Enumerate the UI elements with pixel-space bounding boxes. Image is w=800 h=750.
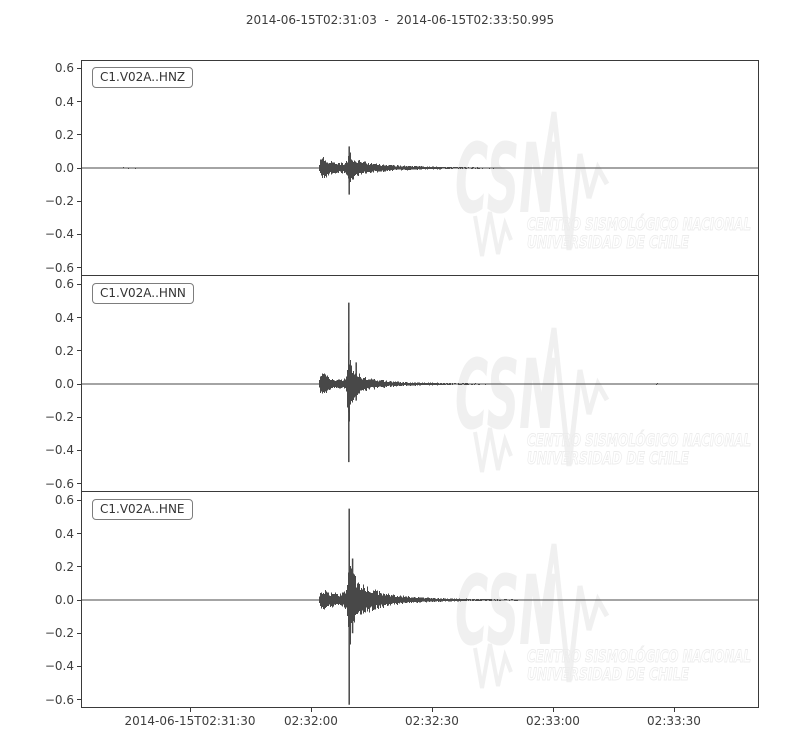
y-tick-mark — [77, 600, 81, 601]
y-tick-mark — [77, 350, 81, 351]
y-tick-label: −0.2 — [44, 194, 74, 208]
y-tick-label: −0.2 — [44, 626, 74, 640]
y-tick-label: 0.0 — [54, 377, 74, 391]
panel-frame — [81, 492, 759, 708]
y-tick-mark — [77, 168, 81, 169]
x-tick-mark — [190, 708, 191, 712]
figure-title: 2014-06-15T02:31:03 - 2014-06-15T02:33:5… — [245, 13, 555, 27]
y-tick-label: 0.2 — [54, 560, 74, 574]
x-tick-mark — [432, 708, 433, 712]
y-tick-mark — [77, 566, 81, 567]
channel-label-box: C1.V02A..HNN — [92, 283, 194, 304]
watermark-line2: UNIVERSIDAD DE CHILE — [527, 665, 689, 685]
y-tick-mark — [77, 201, 81, 202]
watermark-line1: CENTRO SISMOLÓGICO NACIONAL — [527, 213, 751, 235]
y-tick-label: −0.4 — [44, 659, 74, 673]
y-tick-mark — [77, 533, 81, 534]
panel-frame — [81, 60, 759, 276]
x-tick-mark — [674, 708, 675, 712]
y-tick-mark — [77, 284, 81, 285]
y-tick-label: 0.6 — [54, 61, 74, 75]
y-tick-mark — [77, 699, 81, 700]
x-tick-mark — [553, 708, 554, 712]
y-tick-mark — [77, 500, 81, 501]
y-tick-label: 0.6 — [54, 493, 74, 507]
y-tick-mark — [77, 267, 81, 268]
y-tick-label: −0.2 — [44, 410, 74, 424]
waveform-spikes — [348, 508, 354, 705]
waveform-spikes — [348, 302, 357, 463]
channel-label: C1.V02A..HNE — [100, 502, 185, 516]
x-tick-label: 02:32:30 — [405, 714, 459, 728]
y-tick-mark — [77, 633, 81, 634]
y-tick-label: 0.4 — [54, 527, 74, 541]
y-tick-mark — [77, 134, 81, 135]
y-tick-mark — [77, 450, 81, 451]
watermark-small-zigzag-icon — [473, 211, 513, 257]
channel-label: C1.V02A..HNZ — [100, 70, 186, 84]
y-tick-label: 0.4 — [54, 311, 74, 325]
watermark-logo-text: CSN — [455, 555, 557, 667]
y-tick-label: 0.0 — [54, 161, 74, 175]
y-tick-mark — [77, 417, 81, 418]
watermark-line1: CENTRO SISMOLÓGICO NACIONAL — [527, 429, 751, 451]
waveform-trace — [81, 152, 759, 184]
y-tick-label: −0.6 — [44, 261, 74, 275]
y-tick-label: −0.6 — [44, 693, 74, 707]
channel-label-box: C1.V02A..HNE — [92, 499, 193, 520]
y-tick-mark — [77, 234, 81, 235]
waveform-trace — [81, 550, 759, 645]
x-tick-label: 2014-06-15T02:31:30 — [124, 714, 256, 728]
y-tick-label: 0.4 — [54, 95, 74, 109]
y-tick-label: −0.4 — [44, 443, 74, 457]
panel-frame — [81, 276, 759, 492]
x-tick-label: 02:32:00 — [284, 714, 338, 728]
watermark-line1: CENTRO SISMOLÓGICO NACIONAL — [527, 645, 751, 667]
y-tick-mark — [77, 68, 81, 69]
y-tick-mark — [77, 483, 81, 484]
y-tick-mark — [77, 101, 81, 102]
y-tick-label: 0.2 — [54, 344, 74, 358]
watermark-small-zigzag-icon — [473, 643, 513, 689]
y-tick-mark — [77, 384, 81, 385]
channel-label-box: C1.V02A..HNZ — [92, 67, 194, 88]
watermark-logo-text: CSN — [455, 123, 557, 235]
y-tick-label: −0.6 — [44, 477, 74, 491]
x-tick-label: 02:33:00 — [526, 714, 580, 728]
watermark-line2: UNIVERSIDAD DE CHILE — [527, 233, 689, 253]
x-tick-label: 02:33:30 — [647, 714, 701, 728]
watermark-logo-text: CSN — [455, 339, 557, 451]
y-tick-label: 0.6 — [54, 277, 74, 291]
watermark-line2: UNIVERSIDAD DE CHILE — [527, 449, 689, 469]
watermark-small-zigzag-icon — [473, 427, 513, 473]
y-tick-label: −0.4 — [44, 227, 74, 241]
channel-label: C1.V02A..HNN — [100, 286, 186, 300]
y-tick-mark — [77, 666, 81, 667]
y-tick-label: 0.0 — [54, 593, 74, 607]
waveform-trace — [81, 343, 759, 422]
x-tick-mark — [311, 708, 312, 712]
y-tick-label: 0.2 — [54, 128, 74, 142]
y-tick-mark — [77, 317, 81, 318]
